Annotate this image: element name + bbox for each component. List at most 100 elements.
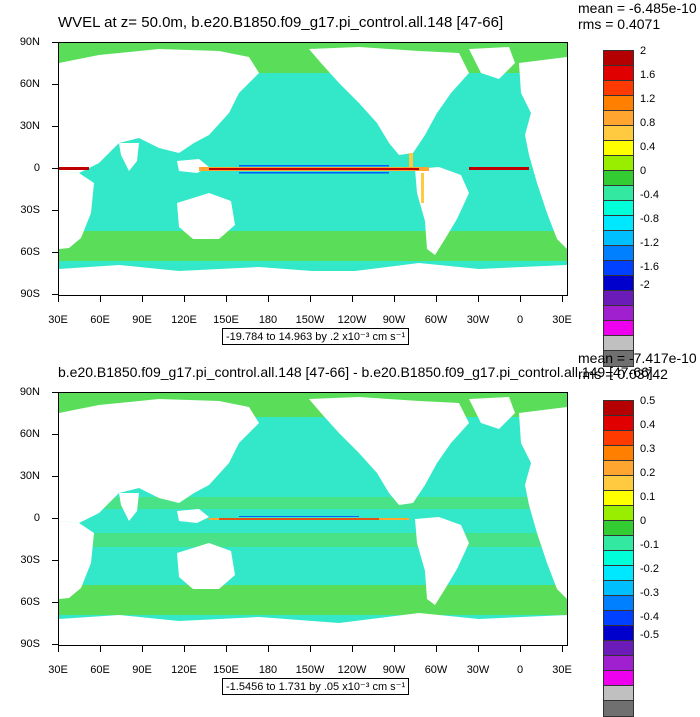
lon-tick [478, 646, 479, 652]
lon-tick [100, 646, 101, 652]
colorbar-label: 0.4 [640, 419, 656, 431]
lon-tick [226, 296, 227, 302]
lat-tick [52, 560, 58, 561]
lon-label: 90W [382, 314, 406, 326]
lon-label: 150E [213, 314, 239, 326]
lon-tick [226, 646, 227, 652]
contour-range-label: -1.5456 to 1.731 by .05 x10⁻³ cm s⁻¹ [222, 678, 410, 695]
lat-label: 30S [20, 204, 40, 216]
lon-label: 120W [337, 664, 367, 676]
lon-tick [352, 296, 353, 302]
lon-label: 150W [295, 314, 325, 326]
lon-tick [268, 646, 269, 652]
lat-label: 60S [20, 246, 40, 258]
map-plot [58, 392, 568, 646]
lat-tick [52, 84, 58, 85]
lat-tick [52, 518, 58, 519]
lon-tick [184, 646, 185, 652]
lon-tick [562, 296, 563, 302]
map-field [59, 393, 567, 645]
colorbar-label: 0.5 [640, 395, 656, 407]
colorbar-label: 0.2 [640, 467, 656, 479]
lon-label: 0 [516, 314, 524, 326]
lat-label: 60N [19, 428, 40, 440]
rms-stat: rms = 0.03742 [578, 366, 668, 382]
lon-tick [100, 296, 101, 302]
lon-label: 30E [48, 664, 68, 676]
lon-tick [478, 296, 479, 302]
colorbar-label: -0.5 [640, 629, 659, 641]
lon-label: 30E [48, 314, 68, 326]
lon-tick [268, 296, 269, 302]
colorbar-label: 1.6 [640, 69, 656, 81]
lat-tick [52, 434, 58, 435]
map-plot [58, 42, 568, 296]
colorbar-label: -1.6 [640, 261, 659, 273]
lon-label: 0 [516, 664, 524, 676]
colorbar-label: -0.4 [640, 611, 659, 623]
colorbar-label: 2 [640, 45, 647, 57]
colorbar-label: 0 [640, 515, 647, 527]
lat-tick [52, 644, 58, 645]
lon-label: 120E [171, 664, 197, 676]
colorbar-label: 0.8 [640, 117, 656, 129]
colorbar-label: -2 [640, 279, 650, 291]
lat-tick [52, 42, 58, 43]
lat-label: 30N [19, 120, 40, 132]
lon-tick [394, 296, 395, 302]
lon-label: 60E [90, 664, 110, 676]
lat-label: 90N [19, 386, 40, 398]
lon-label: 60W [424, 664, 448, 676]
lon-tick [562, 646, 563, 652]
lon-tick [310, 646, 311, 652]
lat-tick [52, 392, 58, 393]
lat-tick [52, 294, 58, 295]
lon-label: 30W [466, 314, 490, 326]
colorbar-label: -1.2 [640, 237, 659, 249]
lat-tick [52, 602, 58, 603]
colorbar-label: 0.1 [640, 491, 656, 503]
lon-label: 60W [424, 314, 448, 326]
colorbar-label: 0 [640, 165, 647, 177]
lon-tick [520, 646, 521, 652]
lat-label: 0 [33, 512, 40, 524]
colorbar-label: 0.3 [640, 443, 656, 455]
lon-tick [310, 296, 311, 302]
lat-tick [52, 126, 58, 127]
lon-label: 30E [552, 314, 572, 326]
colorbar-label: -0.3 [640, 587, 659, 599]
colorbar-label: 1.2 [640, 93, 656, 105]
lon-label: 90W [382, 664, 406, 676]
lat-tick [52, 476, 58, 477]
lat-label: 30N [19, 470, 40, 482]
colorbar [603, 400, 634, 717]
lon-label: 180 [258, 314, 278, 326]
lon-tick [436, 646, 437, 652]
rms-stat: rms = 0.4071 [578, 16, 661, 32]
colorbar-label: -0.1 [640, 539, 659, 551]
mean-stat: mean = -6.485e-10 [578, 0, 697, 16]
lon-label: 150W [295, 664, 325, 676]
panel-top: WVEL at z= 50.0m, b.e20.B1850.f09_g17.pi… [0, 0, 700, 367]
lat-label: 0 [33, 162, 40, 174]
colorbar-label: -0.4 [640, 189, 659, 201]
lat-label: 90N [19, 36, 40, 48]
lat-label: 30S [20, 554, 40, 566]
colorbar-label: -0.8 [640, 213, 659, 225]
lon-label: 120W [337, 314, 367, 326]
lat-tick [52, 252, 58, 253]
lon-label: 90E [132, 314, 152, 326]
map-field [59, 43, 567, 295]
lon-label: 90E [132, 664, 152, 676]
lat-label: 90S [20, 638, 40, 650]
lon-tick [58, 646, 59, 652]
colorbar [603, 50, 634, 367]
lat-label: 60N [19, 78, 40, 90]
lon-tick [184, 296, 185, 302]
lon-label: 120E [171, 314, 197, 326]
lon-tick [394, 646, 395, 652]
lon-label: 60E [90, 314, 110, 326]
lat-tick [52, 168, 58, 169]
lon-label: 30W [466, 664, 490, 676]
mean-stat: mean = -7.417e-10 [578, 350, 697, 366]
